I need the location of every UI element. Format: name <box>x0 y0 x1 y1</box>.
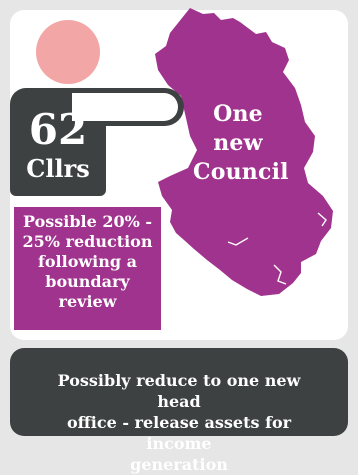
reduction-line-4: boundary <box>45 272 130 291</box>
council-line-2: new <box>213 130 263 156</box>
person-head <box>36 20 100 84</box>
head-office-line-3: generation <box>130 455 228 474</box>
region-map-icon <box>155 8 333 296</box>
head-office-line-1: Possibly reduce to one new head <box>57 371 301 411</box>
councillor-count: 62 <box>28 105 88 154</box>
reduction-line-1: Possible 20% - <box>22 212 153 231</box>
person-arm-inner <box>72 93 178 121</box>
councillor-label: Cllrs <box>26 154 90 183</box>
council-line-1: One <box>213 101 263 127</box>
council-label: One new Council <box>193 100 289 187</box>
reduction-line-5: review <box>58 292 117 311</box>
head-office-line-2: office - release assets for income <box>66 413 292 453</box>
reduction-line-2: 25% reduction <box>22 232 153 251</box>
head-office-box: Possibly reduce to one new head office -… <box>10 348 348 474</box>
council-line-3: Council <box>193 159 289 185</box>
reduction-line-3: following a <box>38 252 137 271</box>
reduction-box: Possible 20% - 25% reduction following a… <box>12 205 163 332</box>
